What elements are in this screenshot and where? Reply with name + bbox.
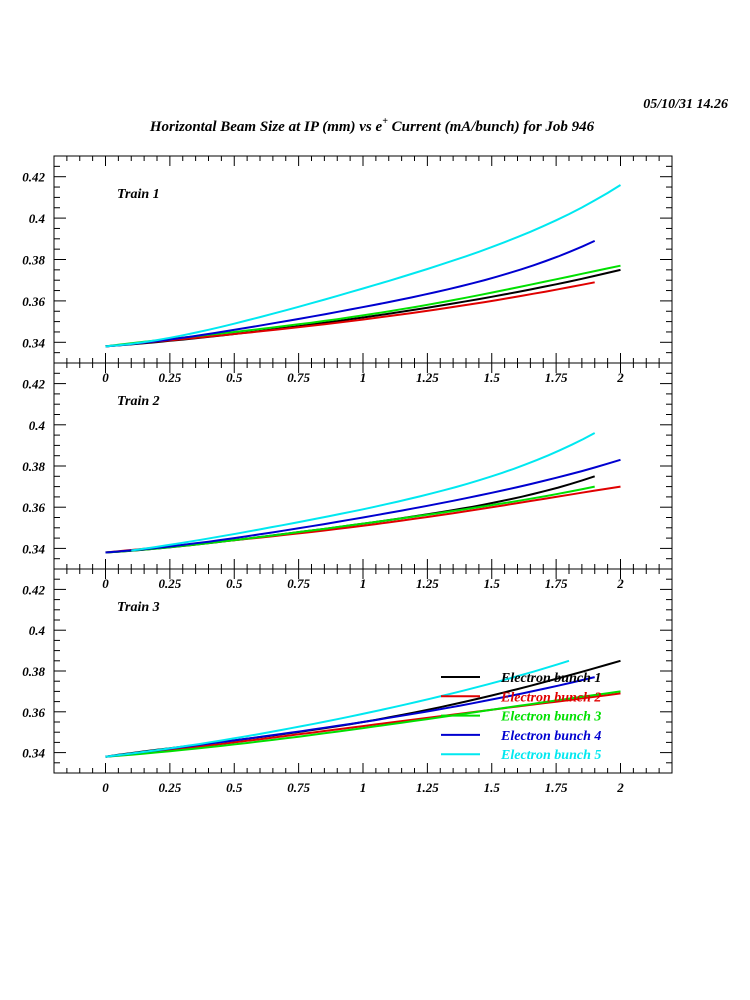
y-tick-label: 0.36 <box>22 294 45 309</box>
x-tick-label: 0.75 <box>287 576 310 591</box>
y-tick-label: 0.38 <box>22 459 45 474</box>
panel-title: Train 1 <box>117 187 160 202</box>
chart-title: Horizontal Beam Size at IP (mm) vs e+ Cu… <box>149 116 595 135</box>
x-tick-label: 1.25 <box>416 576 439 591</box>
panel-train-2: 0 0.25 0.5 0.75 1 1.25 1.5 1.75 2 0.34 0.36 0.38 0.4… <box>22 362 673 591</box>
series-line-bunch-5 <box>105 184 622 348</box>
panel-title: Train 3 <box>117 600 160 615</box>
x-tick-label: 1.5 <box>484 780 501 795</box>
x-tick-label: 0.5 <box>226 370 243 385</box>
y-tick-label: 0.4 <box>29 623 46 638</box>
panel-train-3: 0 0.25 0.5 0.75 1 1.25 1.5 1.75 2 0.34 0.36 0.38 0.4… <box>22 568 673 795</box>
x-tick-label: 1.25 <box>416 780 439 795</box>
legend-label-bunch-3: Electron bunch 3 <box>500 710 601 725</box>
series-line-bunch-2 <box>105 281 595 348</box>
x-tick-label: 2 <box>616 370 624 385</box>
legend-label-bunch-4: Electron bunch 4 <box>500 729 601 744</box>
x-tick-label: 2 <box>616 576 624 591</box>
series-line-bunch-5 <box>105 659 570 758</box>
x-tick-label: 0.75 <box>287 370 310 385</box>
x-tick-label: 1.5 <box>484 370 501 385</box>
series-line-bunch-1 <box>105 475 596 554</box>
x-tick-label: 1 <box>360 370 367 385</box>
x-tick-label: 1 <box>360 780 367 795</box>
y-tick-label: 0.34 <box>22 335 45 350</box>
panel-train-1: 0 0.25 0.5 0.75 1 1.25 1.5 1.75 2 0.34 0.36 0.38 0.4… <box>22 155 673 385</box>
x-tick-label: 1.75 <box>545 370 568 385</box>
series-line-bunch-5 <box>131 432 596 552</box>
x-tick-label: 0 <box>102 576 109 591</box>
y-tick-label: 0.38 <box>22 253 45 268</box>
x-tick-label: 0.25 <box>159 370 182 385</box>
x-tick-label: 1.75 <box>545 780 568 795</box>
y-tick-label: 0.34 <box>22 746 45 761</box>
y-tick-label: 0.42 <box>22 377 45 392</box>
x-tick-label: 0 <box>102 780 109 795</box>
legend-label-bunch-2: Electron bunch 2 <box>500 690 601 705</box>
x-tick-label: 1.5 <box>484 576 501 591</box>
y-tick-label: 0.34 <box>22 541 45 556</box>
series-line-bunch-4 <box>105 239 596 348</box>
y-tick-label: 0.4 <box>29 418 46 433</box>
y-tick-label: 0.36 <box>22 500 45 515</box>
series-line-bunch-4 <box>105 458 621 554</box>
legend-label-bunch-1: Electron bunch 1 <box>500 671 601 686</box>
x-tick-label: 0.25 <box>159 780 182 795</box>
x-tick-label: 0.5 <box>226 576 243 591</box>
y-tick-label: 0.36 <box>22 705 45 720</box>
y-tick-label: 0.4 <box>29 211 46 226</box>
x-tick-label: 0.25 <box>159 576 182 591</box>
x-tick-label: 0 <box>102 370 109 385</box>
x-tick-label: 0.5 <box>226 780 243 795</box>
x-tick-label: 0.75 <box>287 780 310 795</box>
legend-label-bunch-5: Electron bunch 5 <box>500 748 601 763</box>
y-tick-label: 0.38 <box>22 664 45 679</box>
x-tick-label: 1.75 <box>545 576 568 591</box>
y-tick-label: 0.42 <box>22 582 45 597</box>
x-tick-label: 1 <box>360 576 367 591</box>
series-line-bunch-3 <box>105 485 595 554</box>
series-line-bunch-3 <box>105 690 621 758</box>
y-tick-label: 0.42 <box>22 170 45 185</box>
x-tick-label: 2 <box>616 780 624 795</box>
datetime-stamp: 05/10/31 14.26 <box>643 97 728 112</box>
panel-title: Train 2 <box>117 394 160 409</box>
x-tick-label: 1.25 <box>416 370 439 385</box>
